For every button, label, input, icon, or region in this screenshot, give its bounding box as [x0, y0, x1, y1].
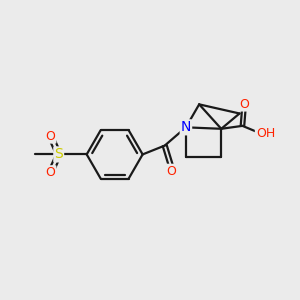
Text: N: N [181, 120, 191, 134]
Text: O: O [166, 165, 176, 178]
Text: O: O [46, 166, 56, 179]
Text: O: O [239, 98, 249, 111]
Text: OH: OH [256, 127, 275, 140]
Text: S: S [54, 147, 63, 161]
Text: O: O [46, 130, 56, 143]
